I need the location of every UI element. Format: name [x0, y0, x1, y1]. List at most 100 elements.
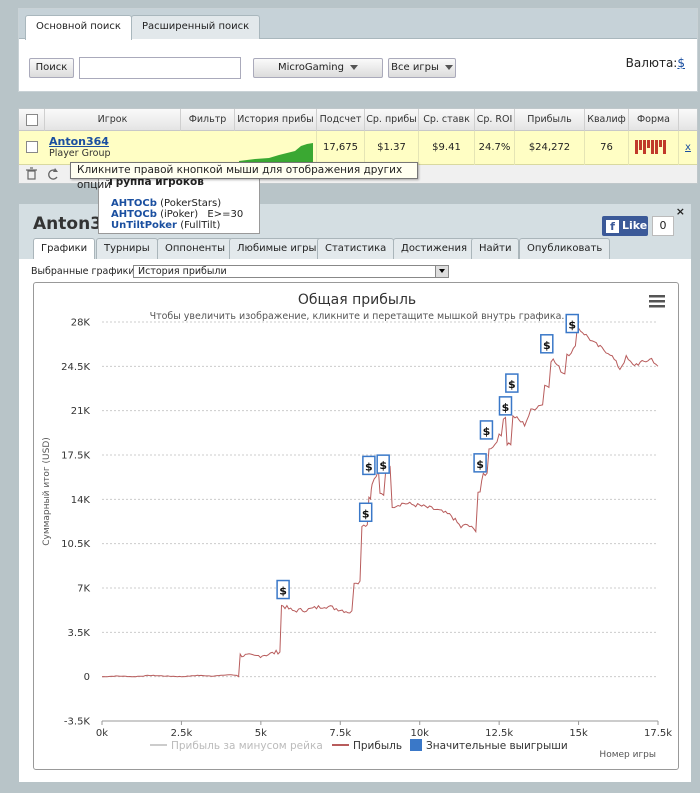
alias-site: (iPoker)	[160, 209, 199, 220]
significant-win-label: $	[379, 459, 387, 472]
chevron-down-icon	[444, 64, 453, 70]
chevron-down-icon	[350, 64, 358, 70]
col-form[interactable]: Форма	[629, 109, 679, 131]
alias-item[interactable]: UnTiltPoker (FullTilt)	[111, 220, 259, 231]
form-bars-chart	[635, 140, 666, 154]
trash-icon[interactable]	[26, 167, 37, 180]
cell-avg-roi: 24.7%	[475, 131, 515, 165]
col-avg-profit[interactable]: Ср. прибы	[365, 109, 419, 131]
facebook-like-count: 0	[652, 216, 674, 236]
tab-statistics[interactable]: Статистика	[317, 238, 395, 259]
col-avg-stake[interactable]: Ср. ставк	[419, 109, 475, 131]
significant-win-marker	[473, 453, 487, 473]
cell-count: 17,675	[317, 131, 365, 165]
row-checkbox[interactable]	[26, 141, 38, 153]
alias-name: AHTOCb	[111, 198, 157, 209]
significant-win-label: $	[279, 585, 287, 598]
tab-advanced-search[interactable]: Расширенный поиск	[131, 15, 261, 39]
x-tick-label: 12.5k	[485, 728, 513, 739]
significant-win-label: $	[508, 378, 516, 391]
sparkline-chart	[239, 143, 313, 162]
col-avg-roi[interactable]: Ср. ROI	[475, 109, 515, 131]
significant-win-marker	[276, 579, 290, 600]
significant-win-label: $	[543, 339, 551, 352]
select-all-checkbox[interactable]	[26, 114, 38, 126]
x-tick-label: 15k	[569, 728, 588, 739]
significant-win-label: $	[483, 425, 491, 438]
x-tick-label: 2.5k	[171, 728, 193, 739]
profit-chart[interactable]: Общая прибыль Чтобы увеличить изображение…	[33, 282, 679, 770]
group-popup-title: Группа игроков	[109, 176, 204, 188]
col-history[interactable]: История прибы	[235, 109, 317, 131]
significant-win-marker	[479, 420, 494, 440]
graph-select[interactable]: История прибыли	[133, 265, 449, 278]
chart-subtitle: Чтобы увеличить изображение, кликните и …	[150, 311, 565, 322]
alias-extra: E>=30	[207, 209, 244, 220]
player-group-popup: Группа игроков AHTOCb (PokerStars) AHTOC…	[98, 176, 260, 234]
selected-graphs-label: Выбранные графики:	[31, 266, 138, 277]
y-tick-label: 24.5K	[61, 362, 90, 373]
close-icon[interactable]: ×	[675, 205, 685, 218]
tab-publish[interactable]: Опубликовать	[519, 238, 611, 259]
currency: Валюта:$	[626, 56, 685, 70]
refresh-icon[interactable]	[48, 168, 58, 180]
table-row[interactable]: 17,675 $1.37 $9.41 24.7% $24,272 76 x	[19, 131, 697, 165]
cell-avg-profit: $1.37	[365, 131, 419, 165]
games-select-label: Все игры	[391, 62, 439, 73]
player-name-link[interactable]: Anton364	[49, 135, 109, 148]
profit-series-line	[101, 327, 659, 678]
tab-favorite-games[interactable]: Любимые игры	[229, 238, 325, 259]
legend-wins-swatch	[410, 739, 422, 751]
player-panel: Anton364 × f Like 0 Графики Турниры Оппон…	[18, 203, 692, 783]
x-tick-label: 7.5k	[329, 728, 351, 739]
alias-name: UnTiltPoker	[111, 220, 177, 231]
form-bars	[629, 131, 679, 165]
col-player[interactable]: Игрок	[45, 109, 181, 131]
remove-row-link[interactable]: x	[685, 142, 691, 153]
significant-win-marker	[540, 334, 554, 354]
tab-find[interactable]: Найти	[471, 238, 520, 259]
significant-win-label: $	[568, 319, 576, 332]
col-count[interactable]: Подсчет	[317, 109, 365, 131]
games-select[interactable]: Все игры	[388, 58, 456, 78]
col-filter[interactable]: Фильтр	[181, 109, 235, 131]
significant-win-label: $	[365, 460, 373, 473]
y-tick-label: 21K	[71, 406, 91, 417]
col-profit[interactable]: Прибыль	[515, 109, 585, 131]
menu-icon-bar	[649, 295, 665, 298]
search-button[interactable]: Поиск	[29, 58, 74, 78]
x-tick-label: 17.5k	[644, 728, 672, 739]
col-qualify[interactable]: Квалиф	[585, 109, 629, 131]
footer-icons	[26, 167, 58, 180]
network-select[interactable]: MicroGaming	[253, 58, 383, 78]
graphs-panel: Выбранные графики: История прибыли Общая…	[19, 259, 691, 782]
significant-win-marker	[376, 454, 390, 474]
significant-win-label: $	[476, 458, 484, 471]
context-tooltip: Кликните правой кнопкой мыши для отображ…	[70, 162, 418, 191]
network-select-label: MicroGaming	[278, 62, 344, 73]
significant-win-label: $	[362, 507, 370, 520]
alias-item[interactable]: AHTOCb (PokerStars)	[111, 198, 259, 209]
search-input[interactable]	[79, 57, 241, 79]
significant-win-marker	[505, 373, 519, 393]
tab-tournaments[interactable]: Турниры	[96, 238, 158, 259]
header-select	[19, 109, 45, 131]
significant-win-marker	[498, 396, 513, 416]
chart-svg[interactable]: Общая прибыль Чтобы увеличить изображение…	[34, 283, 680, 771]
alias-item[interactable]: AHTOCb (iPoker) E>=30	[111, 209, 259, 220]
alias-name: AHTOCb	[111, 209, 157, 220]
y-tick-label: -3.5K	[64, 717, 91, 728]
tab-basic-search[interactable]: Основной поиск	[25, 15, 132, 40]
menu-icon-bar	[649, 305, 665, 308]
chevron-down-icon[interactable]	[435, 266, 448, 277]
results-footer	[19, 166, 697, 183]
y-tick-label: 0	[84, 672, 90, 683]
currency-link[interactable]: $	[677, 56, 685, 70]
y-tick-label: 28K	[71, 318, 91, 329]
significant-win-marker	[358, 502, 373, 523]
tab-opponents[interactable]: Оппоненты	[157, 238, 234, 259]
facebook-like-button[interactable]: f Like	[602, 216, 648, 236]
y-tick-label: 17.5K	[61, 451, 90, 462]
tab-achievements[interactable]: Достижения	[393, 238, 475, 259]
tab-graphs[interactable]: Графики	[33, 238, 96, 261]
